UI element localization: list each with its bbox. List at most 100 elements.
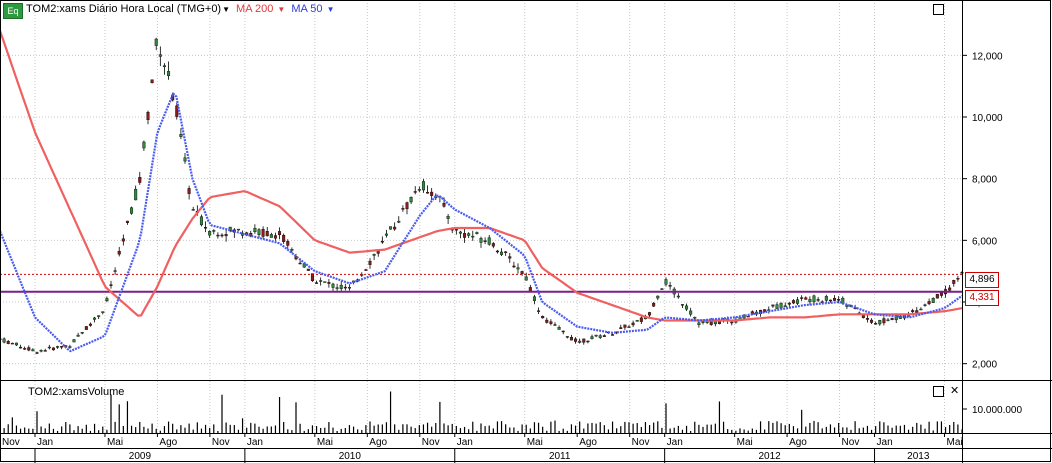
volume-tick-label: 10.000.000 xyxy=(972,405,1022,416)
candle-body xyxy=(602,335,606,337)
candle-body xyxy=(446,215,450,219)
candle-body xyxy=(401,208,405,210)
candle-body xyxy=(372,254,376,256)
candle-body xyxy=(269,234,273,238)
candle-body xyxy=(783,305,787,308)
candle-body xyxy=(524,276,528,281)
xtick-label: Mai xyxy=(737,437,753,448)
candle-body xyxy=(874,322,878,325)
candle-body xyxy=(549,321,553,324)
candle-body xyxy=(265,230,269,237)
candle-body xyxy=(430,191,434,196)
candle-body xyxy=(931,298,935,303)
candle-body xyxy=(117,250,121,255)
candle-body xyxy=(697,322,701,325)
candle-body xyxy=(319,280,323,282)
candle-body xyxy=(693,316,697,319)
xtick-label: Ago xyxy=(789,437,807,448)
candle-body xyxy=(569,336,573,341)
candle-body xyxy=(598,335,602,338)
xtick-label: Ago xyxy=(159,437,177,448)
candle-body xyxy=(586,340,590,343)
candle-body xyxy=(915,310,919,313)
candle-body xyxy=(199,216,203,226)
candle-body xyxy=(557,327,561,330)
candle-body xyxy=(417,189,421,191)
candle-body xyxy=(290,249,294,251)
candle-body xyxy=(828,299,832,302)
candle-body xyxy=(327,282,331,284)
candle-body xyxy=(541,315,545,319)
candle-body xyxy=(804,297,808,300)
candle-body xyxy=(130,207,134,214)
candle-body xyxy=(39,350,43,352)
ma50-label[interactable]: MA 50 ▼ xyxy=(291,3,335,15)
xtick-label: Nov xyxy=(632,437,650,448)
candle-body xyxy=(504,251,508,253)
candle-body xyxy=(746,315,750,318)
candle-body xyxy=(660,288,664,290)
grid xyxy=(0,0,962,433)
candle-body xyxy=(80,332,84,334)
candle-body xyxy=(339,284,343,289)
chart-header: TOM2:xams Diário Hora Local (TMG+0)▼ MA … xyxy=(26,3,335,15)
candle-body xyxy=(236,228,240,231)
candle-body xyxy=(10,342,14,345)
candle-body xyxy=(323,281,327,283)
candle-body xyxy=(253,227,257,233)
candle-body xyxy=(158,54,162,57)
candle-body xyxy=(923,304,927,306)
year-label: 2012 xyxy=(758,451,781,462)
candle-body xyxy=(286,241,290,246)
close-icon[interactable]: ✕ xyxy=(950,385,960,397)
maximize-volume-icon[interactable] xyxy=(933,386,944,397)
xtick-label: Nov xyxy=(212,437,230,448)
candle-body xyxy=(68,346,72,348)
candle-body xyxy=(833,297,837,301)
candle-body xyxy=(216,234,220,237)
candle-body xyxy=(565,336,569,338)
candle-body xyxy=(730,321,734,324)
maximize-icon[interactable] xyxy=(933,4,944,15)
candle-body xyxy=(224,234,228,237)
ytick-label: 8,000 xyxy=(972,175,997,186)
candle-body xyxy=(771,304,775,307)
candle-body xyxy=(463,233,467,238)
candle-body xyxy=(105,298,109,301)
candle-body xyxy=(680,304,684,306)
candle-body xyxy=(787,302,791,305)
candle-body xyxy=(220,234,224,237)
year-label: 2009 xyxy=(129,451,152,462)
candle-body xyxy=(956,278,960,280)
ytick-label: 10,000 xyxy=(972,113,1003,124)
candle-body xyxy=(413,191,417,193)
candle-body xyxy=(878,320,882,325)
candle-body xyxy=(278,231,282,236)
equity-badge-icon[interactable]: Eq xyxy=(3,3,23,19)
candle-body xyxy=(426,192,430,194)
candle-body xyxy=(204,227,208,229)
candle-body xyxy=(121,238,125,242)
ma200-label[interactable]: MA 200 ▼ xyxy=(236,3,286,15)
candle-body xyxy=(545,319,549,323)
candle-body xyxy=(919,308,923,311)
symbol-label[interactable]: TOM2:xams Diário Hora Local (TMG+0)▼ xyxy=(26,3,231,15)
xtick-label: Jan xyxy=(457,437,473,448)
candle-body xyxy=(475,232,479,234)
candle-body xyxy=(668,285,672,287)
candle-body xyxy=(495,250,499,253)
ytick-label: 6,000 xyxy=(972,236,997,247)
candle-body xyxy=(886,319,890,322)
candle-body xyxy=(183,157,187,162)
candle-body xyxy=(516,267,520,270)
candle-body xyxy=(397,220,401,223)
candle-body xyxy=(405,202,409,210)
candle-body xyxy=(125,220,129,223)
candle-body xyxy=(84,326,88,330)
candle-body xyxy=(487,237,491,245)
candle-body xyxy=(623,324,627,328)
candle-body xyxy=(816,299,820,301)
candle-body xyxy=(664,279,668,285)
